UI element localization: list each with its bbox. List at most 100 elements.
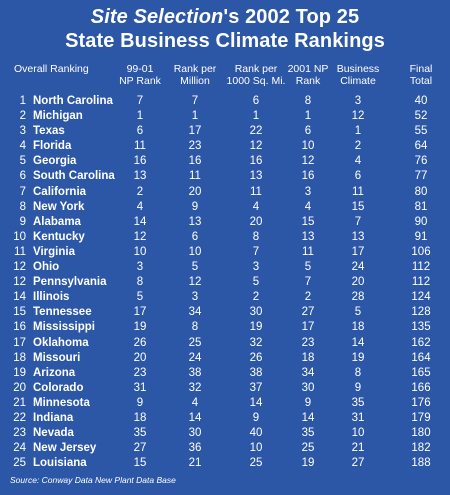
np-rank-9901-cell: 6 xyxy=(136,125,144,138)
final-total-cell: 90 xyxy=(414,215,428,228)
overall-rank-cell: 12 xyxy=(13,276,26,289)
final-total-cell: 77 xyxy=(414,170,428,183)
np-rank-2001-cell: 35 xyxy=(301,427,315,440)
overall-rank-cell: 7 xyxy=(19,185,26,198)
business-climate-cell: 12 xyxy=(351,110,365,123)
header-final-total-line1: Final xyxy=(409,63,433,75)
header-np-rank-9901: 99-01 NP Rank xyxy=(110,63,170,87)
source-note: Source: Conway Data New Plant Data Base xyxy=(10,475,176,485)
table-row: 7 California 2 20 11 3 11 80 xyxy=(0,185,450,200)
header-final-total-line2: Total xyxy=(409,75,433,87)
header-overall-ranking: Overall Ranking xyxy=(14,63,89,75)
state-name-cell: Ohio xyxy=(33,261,60,274)
np-rank-2001-cell: 25 xyxy=(301,442,315,455)
np-rank-2001-cell: 27 xyxy=(301,306,315,319)
header-business-climate-line1: Business xyxy=(336,63,380,75)
final-total-cell: 76 xyxy=(414,155,428,168)
table-row: 20 Colorado 31 32 37 30 9 166 xyxy=(0,381,450,396)
rank-per-1000-sq-mi-cell: 6 xyxy=(252,95,260,107)
rank-per-million-cell: 24 xyxy=(188,351,202,364)
table-row: 15 Tennessee 17 34 30 27 5 128 xyxy=(0,305,450,320)
np-rank-2001-cell: 15 xyxy=(301,215,315,228)
rank-per-million-cell: 4 xyxy=(191,396,199,409)
overall-rank-cell: 12 xyxy=(13,261,26,274)
rank-per-1000-sq-mi-cell: 16 xyxy=(249,155,263,168)
final-total-cell: 55 xyxy=(414,125,428,138)
rank-per-million-cell: 30 xyxy=(188,427,202,440)
rank-per-1000-sq-mi-cell: 20 xyxy=(249,215,263,228)
rank-per-1000-sq-mi-cell: 40 xyxy=(249,427,263,440)
rank-per-million-cell: 6 xyxy=(191,230,199,243)
np-rank-2001-cell: 7 xyxy=(304,276,312,289)
overall-rank-cell: 17 xyxy=(13,336,26,349)
rank-per-1000-sq-mi-cell: 11 xyxy=(250,185,262,198)
final-total-cell: 106 xyxy=(411,245,431,258)
np-rank-9901-cell: 26 xyxy=(133,336,147,349)
business-climate-cell: 27 xyxy=(351,457,365,470)
title-line-1-rest: 's 2002 Top 25 xyxy=(223,6,360,28)
rank-per-million-cell: 17 xyxy=(188,125,202,138)
np-rank-2001-cell: 34 xyxy=(301,366,315,379)
business-climate-cell: 11 xyxy=(352,185,364,198)
final-total-cell: 80 xyxy=(414,185,428,198)
np-rank-2001-cell: 13 xyxy=(301,230,315,243)
np-rank-2001-cell: 2 xyxy=(304,291,312,304)
np-rank-2001-cell: 11 xyxy=(302,245,314,258)
title-emphasis: Site Selection xyxy=(90,6,224,28)
final-total-cell: 176 xyxy=(411,396,431,409)
np-rank-2001-cell: 8 xyxy=(304,95,312,107)
table-row: 25 Louisiana 15 21 25 19 27 188 xyxy=(0,456,450,471)
state-name-cell: Louisiana xyxy=(33,457,87,470)
table-row: 16 Mississippi 19 8 19 17 18 135 xyxy=(0,320,450,335)
rank-per-million-cell: 32 xyxy=(188,381,202,394)
np-rank-9901-cell: 15 xyxy=(133,457,147,470)
state-name-cell: Georgia xyxy=(33,155,77,168)
business-climate-cell: 19 xyxy=(351,351,365,364)
header-rank-per-million-line1: Rank per xyxy=(173,63,217,75)
rank-per-1000-sq-mi-cell: 1 xyxy=(252,110,260,123)
rank-per-million-cell: 13 xyxy=(188,215,202,228)
rank-per-million-cell: 23 xyxy=(188,140,202,153)
final-total-cell: 135 xyxy=(411,321,431,334)
header-rank-per-million: Rank per Million xyxy=(165,63,225,87)
state-name-cell: Virginia xyxy=(33,245,75,258)
overall-rank-cell: 5 xyxy=(19,155,26,168)
final-total-cell: 180 xyxy=(411,427,431,440)
np-rank-9901-cell: 2 xyxy=(136,185,144,198)
business-climate-cell: 6 xyxy=(354,170,362,183)
final-total-cell: 112 xyxy=(411,276,431,289)
state-name-cell: Florida xyxy=(33,140,72,153)
state-name-cell: Arizona xyxy=(33,366,76,379)
state-name-cell: Colorado xyxy=(33,381,84,394)
state-name-cell: Indiana xyxy=(33,411,74,424)
rank-per-1000-sq-mi-cell: 5 xyxy=(252,276,260,289)
business-climate-cell: 15 xyxy=(351,200,365,213)
state-name-cell: Illinois xyxy=(33,291,70,304)
rank-per-1000-sq-mi-cell: 25 xyxy=(249,457,263,470)
np-rank-9901-cell: 18 xyxy=(133,411,147,424)
state-name-cell: North Carolina xyxy=(33,95,113,107)
rank-per-1000-sq-mi-cell: 14 xyxy=(249,396,263,409)
state-name-cell: New York xyxy=(33,200,85,213)
np-rank-2001-cell: 6 xyxy=(304,125,312,138)
header-rank-per-1000-sq-mi-line1: Rank per xyxy=(234,63,278,75)
state-name-cell: Tennessee xyxy=(33,306,92,319)
state-name-cell: Minnesota xyxy=(33,396,90,409)
header-final-total: Final Total xyxy=(396,63,446,87)
np-rank-9901-cell: 19 xyxy=(133,321,147,334)
final-total-cell: 179 xyxy=(411,411,431,424)
overall-rank-cell: 11 xyxy=(14,245,26,258)
table-row: 6 South Carolina 13 11 13 16 6 77 xyxy=(0,169,450,184)
np-rank-2001-cell: 18 xyxy=(301,351,315,364)
final-total-cell: 128 xyxy=(411,306,431,319)
header-np-rank-2001: 2001 NP Rank xyxy=(278,63,338,87)
rank-per-million-cell: 8 xyxy=(191,321,199,334)
business-climate-cell: 4 xyxy=(354,155,362,168)
business-climate-cell: 7 xyxy=(354,215,362,228)
overall-rank-cell: 18 xyxy=(13,351,26,364)
np-rank-9901-cell: 10 xyxy=(133,245,147,258)
np-rank-2001-cell: 30 xyxy=(301,381,315,394)
table-row: 22 Indiana 18 14 9 14 31 179 xyxy=(0,411,450,426)
overall-rank-cell: 22 xyxy=(13,411,26,424)
header-np-rank-9901-line1: 99-01 xyxy=(126,63,154,75)
